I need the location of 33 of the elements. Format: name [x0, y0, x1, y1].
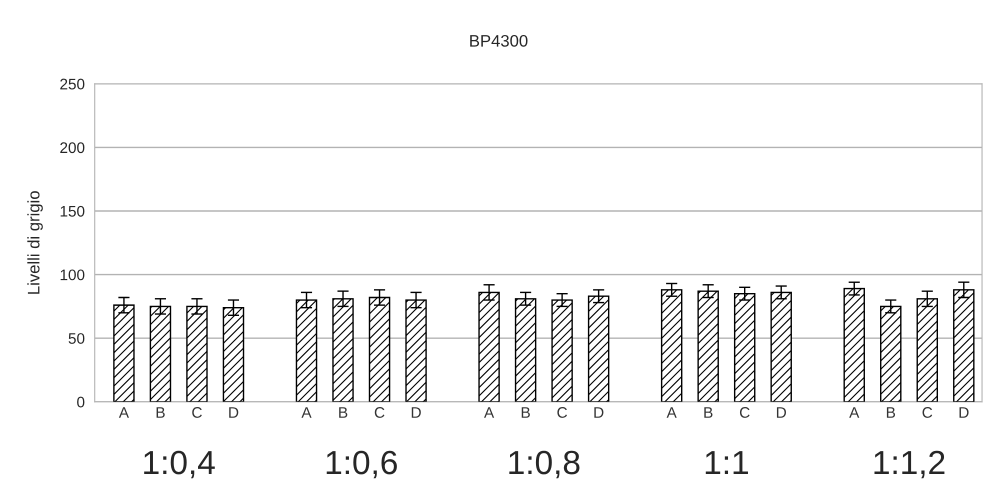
x-tick-label: C: [557, 407, 568, 418]
y-tick-label: 0: [77, 396, 84, 408]
y-tick-label: 200: [60, 142, 84, 154]
x-tick-label: D: [594, 407, 604, 418]
x-tick-label: D: [776, 407, 786, 418]
x-tick-label: B: [339, 407, 348, 418]
text: 1:0,8: [509, 450, 580, 478]
text: 1:0,6: [326, 450, 397, 478]
x-tick-label: A: [484, 407, 494, 418]
chart-title: BP4300: [470, 34, 528, 47]
x-tick-label: B: [704, 407, 712, 418]
x-tick-label: C: [374, 407, 384, 418]
x-tick-label: A: [301, 407, 312, 418]
y-axis-title: Livelli di grigio: [27, 191, 43, 294]
x-tick-label: A: [118, 407, 129, 418]
y-tick-label: 50: [68, 333, 84, 344]
y-tick-label: 150: [60, 206, 84, 217]
text: 1:0,4: [144, 450, 215, 478]
x-tick-label: C: [922, 407, 932, 418]
y-tick-label: 250: [60, 78, 84, 90]
x-tick-label: A: [666, 407, 677, 418]
y-tick-label: 100: [60, 269, 84, 280]
x-tick-label: B: [156, 407, 165, 418]
x-tick-label: C: [192, 407, 202, 418]
x-tick-label: B: [886, 407, 896, 418]
x-tick-label: D: [412, 407, 421, 418]
x-tick-label: D: [229, 407, 238, 418]
x-tick-label: D: [960, 407, 969, 418]
text: 1:1,2: [874, 450, 944, 478]
x-tick-label: B: [522, 407, 530, 418]
text: 1:1: [706, 451, 748, 474]
x-tick-label: A: [849, 407, 860, 418]
x-tick-label: C: [740, 407, 750, 418]
